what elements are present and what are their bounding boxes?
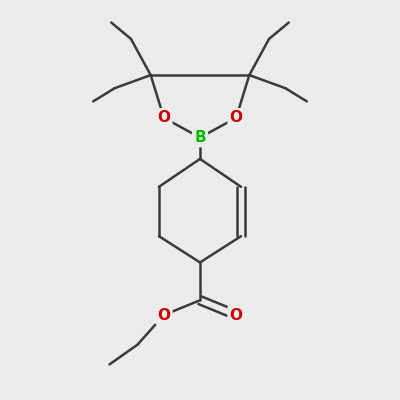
Text: B: B bbox=[194, 130, 206, 145]
Text: O: O bbox=[157, 308, 170, 322]
Text: O: O bbox=[230, 308, 243, 322]
Text: O: O bbox=[157, 110, 170, 125]
Text: O: O bbox=[230, 110, 243, 125]
